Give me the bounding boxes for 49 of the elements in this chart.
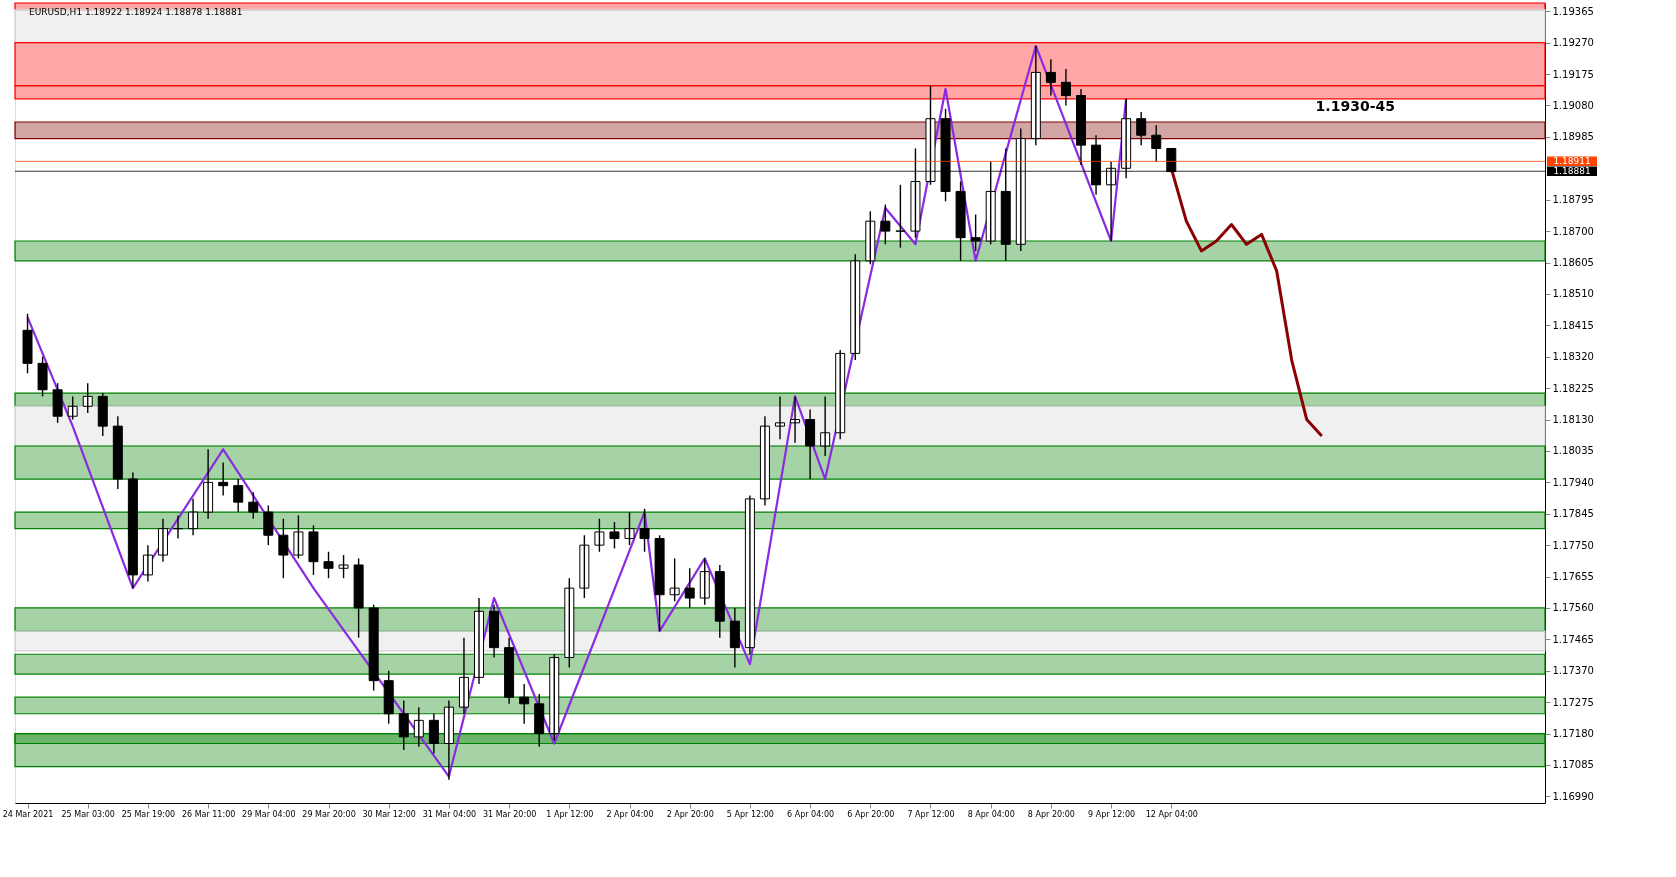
x-tick-label: 9 Apr 12:00 — [1088, 809, 1136, 819]
y-tick-label: 1.17085 — [1552, 759, 1594, 771]
ref-line-label: 1.18881 — [1553, 166, 1591, 177]
y-tick-label: 1.17560 — [1552, 602, 1594, 614]
y-tick-label: 1.19365 — [1552, 5, 1594, 17]
annotation: 1.1930-45 — [1315, 98, 1395, 114]
ref-line-label: 1.18911 — [1553, 156, 1591, 167]
y-tick-label: 1.19175 — [1552, 68, 1594, 80]
y-tick-label: 1.18700 — [1552, 225, 1594, 237]
y-tick-label: 1.18035 — [1552, 445, 1594, 457]
y-tick-label: 1.17180 — [1552, 728, 1594, 740]
y-tick-label: 1.19080 — [1552, 99, 1594, 111]
x-tick-label: 6 Apr 20:00 — [847, 809, 895, 819]
x-tick-label: 25 Mar 03:00 — [61, 809, 115, 819]
y-tick-label: 1.17750 — [1552, 539, 1594, 551]
x-tick-label: 12 Apr 04:00 — [1145, 809, 1198, 819]
y-tick-label: 1.18320 — [1552, 351, 1594, 363]
y-tick-label: 1.19270 — [1552, 37, 1594, 49]
x-tick-label: 29 Mar 04:00 — [242, 809, 296, 819]
x-tick-label: 26 Mar 11:00 — [181, 809, 236, 819]
x-tick-label: 8 Apr 20:00 — [1027, 809, 1075, 819]
y-tick-label: 1.17465 — [1552, 633, 1594, 645]
y-tick-label: 1.18130 — [1552, 414, 1594, 426]
y-tick-label: 1.18415 — [1552, 319, 1594, 331]
x-tick-label: 7 Apr 12:00 — [907, 809, 955, 819]
y-tick-label: 1.18985 — [1552, 131, 1594, 143]
y-tick-label: 1.17940 — [1552, 476, 1594, 488]
x-tick-label: 25 Mar 19:00 — [121, 809, 176, 819]
y-tick-label: 1.17655 — [1552, 571, 1594, 583]
y-tick-label: 1.18795 — [1552, 194, 1594, 206]
x-tick-label: 2 Apr 20:00 — [666, 809, 714, 819]
y-tick-label: 1.18510 — [1552, 288, 1594, 300]
y-tick-label: 1.18225 — [1552, 382, 1594, 394]
x-tick-label: 2 Apr 04:00 — [606, 809, 654, 819]
x-tick-label: 31 Mar 20:00 — [482, 809, 537, 819]
y-tick-label: 1.17275 — [1552, 696, 1594, 708]
y-tick-label: 1.17370 — [1552, 665, 1594, 677]
x-tick-label: 31 Mar 04:00 — [422, 809, 477, 819]
y-tick-label: 1.16990 — [1552, 790, 1594, 802]
x-tick-label: 24 Mar 2021 — [2, 809, 54, 819]
x-tick-label: 8 Apr 04:00 — [967, 809, 1015, 819]
x-tick-label: 1 Apr 12:00 — [546, 809, 594, 819]
x-tick-label: 30 Mar 12:00 — [362, 809, 416, 819]
x-tick-label: 29 Mar 20:00 — [302, 809, 356, 819]
y-tick-label: 1.18605 — [1552, 257, 1594, 268]
x-tick-label: 5 Apr 12:00 — [726, 809, 774, 819]
y-tick-label: 1.17845 — [1552, 508, 1594, 520]
x-tick-label: 6 Apr 04:00 — [787, 809, 835, 819]
chart-title: EURUSD,H1 1.18922 1.18924 1.18878 1.18881 — [29, 7, 243, 17]
